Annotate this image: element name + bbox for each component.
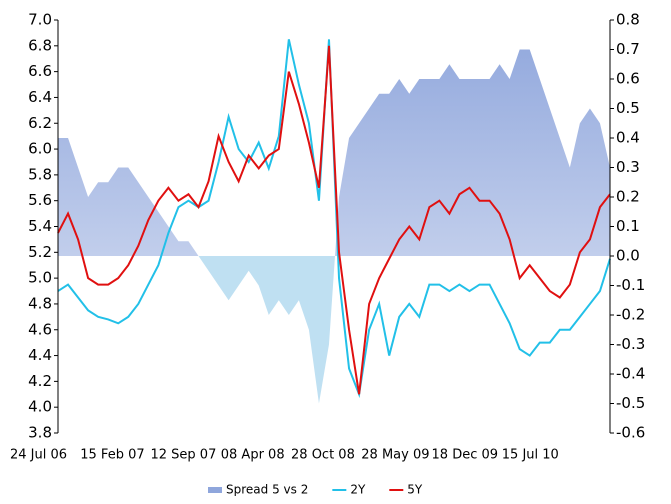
y-tick-label: 6.6 bbox=[28, 62, 52, 80]
x-tick-label: 12 Sep 07 bbox=[151, 448, 217, 463]
y-tick-label: 4.8 bbox=[28, 294, 52, 312]
y2-tick-label: -0.1 bbox=[616, 276, 645, 294]
x-tick-label: 24 Jul 06 bbox=[10, 448, 67, 463]
legend-label: 5Y bbox=[407, 483, 423, 497]
y2-tick-label: 0.0 bbox=[616, 247, 640, 265]
y2-tick-label: 0.3 bbox=[616, 158, 640, 176]
y-tick-label: 6.2 bbox=[28, 114, 52, 132]
y-tick-label: 5.6 bbox=[28, 191, 52, 209]
x-tick-label: 18 Dec 09 bbox=[432, 448, 499, 463]
y-tick-label: 6.4 bbox=[28, 88, 52, 106]
x-tick-label: 28 May 09 bbox=[361, 448, 429, 463]
y2-tick-label: -0.2 bbox=[616, 306, 645, 324]
y2-tick-label: -0.3 bbox=[616, 335, 645, 353]
x-tick-label: 28 Oct 08 bbox=[291, 448, 355, 463]
x-tick-label: 15 Jul 10 bbox=[502, 448, 559, 463]
y2-tick-label: 0.4 bbox=[616, 129, 640, 147]
y-tick-label: 4.6 bbox=[28, 320, 52, 338]
legend-label: Spread 5 vs 2 bbox=[226, 483, 308, 497]
y-tick-label: 6.8 bbox=[28, 36, 52, 54]
y2-tick-label: 0.5 bbox=[616, 99, 640, 117]
y2-tick-label: 0.7 bbox=[616, 40, 640, 58]
legend-label: 2Y bbox=[350, 483, 366, 497]
y-tick-label: 7.0 bbox=[28, 11, 52, 29]
legend-swatch bbox=[208, 487, 222, 493]
y-tick-label: 4.2 bbox=[28, 372, 52, 390]
x-tick-label: 15 Feb 07 bbox=[80, 448, 144, 463]
y-tick-label: 5.8 bbox=[28, 165, 52, 183]
y2-tick-label: 0.8 bbox=[616, 11, 640, 29]
series-line bbox=[57, 45, 611, 395]
y-tick-label: 5.2 bbox=[28, 243, 52, 261]
y2-tick-label: 0.6 bbox=[616, 70, 640, 88]
y-tick-label: 6.0 bbox=[28, 140, 52, 158]
y-tick-label: 4.4 bbox=[28, 346, 52, 364]
y2-tick-label: 0.2 bbox=[616, 188, 640, 206]
y2-tick-label: -0.4 bbox=[616, 365, 645, 383]
y2-tick-label: -0.6 bbox=[616, 424, 645, 442]
y2-tick-label: -0.5 bbox=[616, 394, 645, 412]
y2-tick-label: 0.1 bbox=[616, 217, 640, 235]
y-tick-label: 5.0 bbox=[28, 269, 52, 287]
y-tick-label: 3.8 bbox=[28, 424, 52, 442]
x-tick-label: 08 Apr 08 bbox=[221, 448, 285, 463]
y-tick-label: 4.0 bbox=[28, 398, 52, 416]
y-tick-label: 5.4 bbox=[28, 217, 52, 235]
spread-area bbox=[58, 49, 610, 404]
